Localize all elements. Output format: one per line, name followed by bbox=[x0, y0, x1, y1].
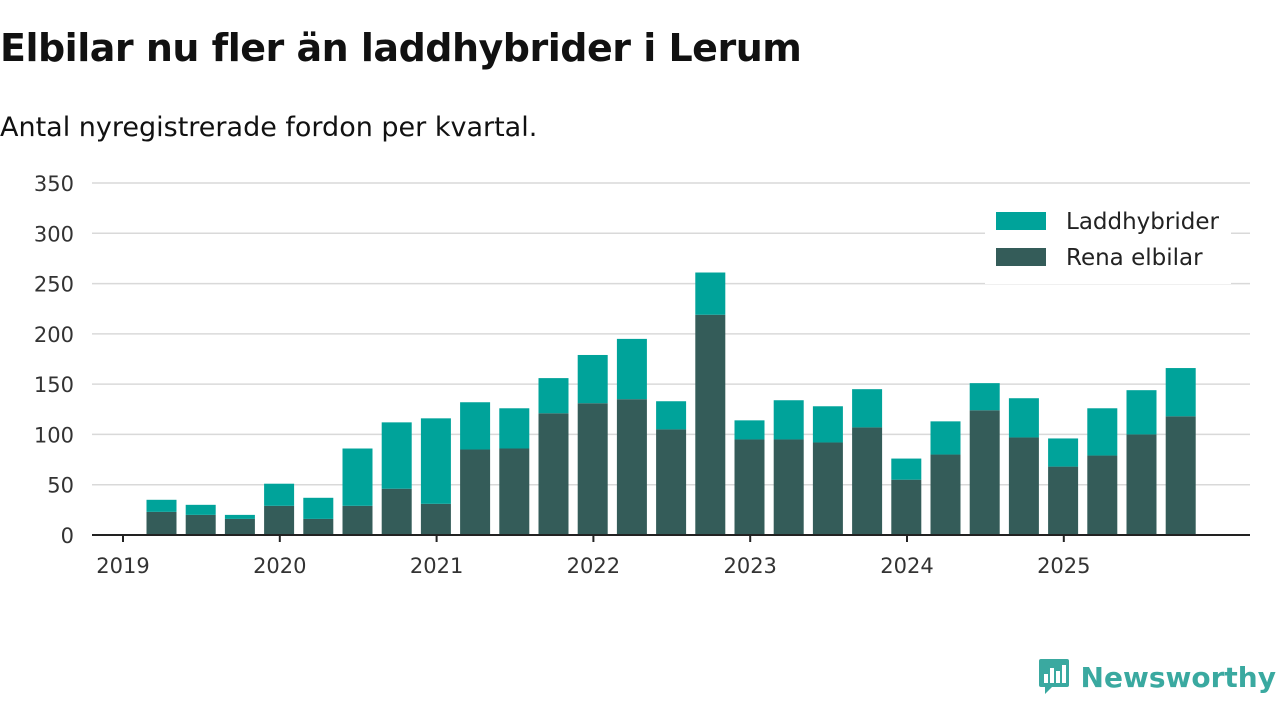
bar-rena-elbilar bbox=[852, 427, 883, 535]
x-tick-label: 2025 bbox=[1037, 554, 1090, 578]
bar-rena-elbilar bbox=[1048, 466, 1079, 535]
x-tick-label: 2022 bbox=[567, 554, 620, 578]
chart: 0 50 100 150 200 250 300 350 2019 2020 2021 2022 202… bbox=[34, 172, 1250, 578]
bar-laddhybrider bbox=[616, 338, 647, 400]
bar-rena-elbilar bbox=[695, 314, 726, 535]
bar-rena-elbilar bbox=[1087, 455, 1118, 535]
bar-laddhybrider bbox=[1048, 438, 1079, 467]
bar-laddhybrider bbox=[577, 354, 608, 404]
bar-laddhybrider bbox=[146, 499, 177, 512]
y-tick-label: 250 bbox=[34, 273, 74, 297]
bar-rena-elbilar bbox=[264, 505, 295, 535]
bar-laddhybrider bbox=[420, 418, 451, 504]
bar-rena-elbilar bbox=[891, 479, 922, 535]
y-tick-label: 0 bbox=[61, 524, 74, 548]
chart-title: Elbilar nu fler än laddhybrider i Lerum bbox=[0, 26, 802, 70]
bar-laddhybrider bbox=[1126, 390, 1157, 435]
bar-laddhybrider bbox=[812, 406, 843, 443]
chart-subtitle: Antal nyregistrerade fordon per kvartal. bbox=[0, 112, 538, 143]
bar-rena-elbilar bbox=[773, 439, 804, 535]
x-tick-label: 2020 bbox=[253, 554, 306, 578]
legend-swatch bbox=[996, 212, 1046, 230]
bar-rena-elbilar bbox=[656, 429, 687, 535]
bar-rena-elbilar bbox=[1126, 434, 1157, 535]
bar-laddhybrider bbox=[185, 504, 216, 515]
bar-rena-elbilar bbox=[224, 518, 255, 535]
bar-rena-elbilar bbox=[420, 503, 451, 535]
y-tick-label: 350 bbox=[34, 172, 74, 196]
x-tick-label: 2023 bbox=[723, 554, 776, 578]
bar-rena-elbilar bbox=[538, 413, 569, 535]
bar-rena-elbilar bbox=[930, 454, 961, 535]
bar-rena-elbilar bbox=[969, 410, 1000, 535]
bar-laddhybrider bbox=[891, 458, 922, 480]
bar-rena-elbilar bbox=[1008, 437, 1039, 535]
bar-laddhybrider bbox=[224, 514, 255, 519]
bar-rena-elbilar bbox=[577, 403, 608, 535]
bar-rena-elbilar bbox=[460, 449, 491, 535]
newsworthy-brand: Newsworthy bbox=[1037, 658, 1276, 696]
bar-laddhybrider bbox=[930, 421, 961, 455]
bar-rena-elbilar bbox=[303, 518, 334, 535]
bar-rena-elbilar bbox=[812, 442, 843, 535]
bar-laddhybrider bbox=[264, 483, 295, 506]
bar-laddhybrider bbox=[460, 402, 491, 450]
bar-rena-elbilar bbox=[1165, 416, 1196, 535]
y-tick-label: 150 bbox=[34, 373, 74, 397]
bar-laddhybrider bbox=[656, 401, 687, 430]
bar-rena-elbilar bbox=[185, 514, 216, 535]
bar-rena-elbilar bbox=[499, 448, 530, 535]
y-tick-label: 100 bbox=[34, 423, 74, 447]
bar-laddhybrider bbox=[695, 272, 726, 315]
x-tick-label: 2019 bbox=[96, 554, 149, 578]
bar-laddhybrider bbox=[1087, 408, 1118, 456]
legend-label: Laddhybrider bbox=[1066, 209, 1219, 235]
y-tick-label: 200 bbox=[34, 323, 74, 347]
legend-swatch bbox=[996, 248, 1046, 266]
bar-laddhybrider bbox=[499, 408, 530, 449]
bar-laddhybrider bbox=[381, 422, 412, 489]
y-tick-label: 300 bbox=[34, 222, 74, 246]
bar-rena-elbilar bbox=[146, 511, 177, 535]
bar-laddhybrider bbox=[969, 383, 1000, 411]
bar-rena-elbilar bbox=[381, 488, 412, 535]
bar-rena-elbilar bbox=[616, 399, 647, 535]
brand-name: Newsworthy bbox=[1080, 660, 1276, 694]
bar-laddhybrider bbox=[734, 420, 765, 440]
bar-rena-elbilar bbox=[734, 439, 765, 535]
bar-laddhybrider bbox=[773, 400, 804, 440]
bar-rena-elbilar bbox=[342, 505, 373, 535]
newsworthy-logo-icon bbox=[1038, 659, 1069, 694]
bar-laddhybrider bbox=[1008, 398, 1039, 438]
bar-laddhybrider bbox=[303, 497, 334, 519]
bar-laddhybrider bbox=[342, 448, 373, 506]
y-tick-label: 50 bbox=[47, 474, 74, 498]
bar-laddhybrider bbox=[1165, 368, 1196, 417]
bar-laddhybrider bbox=[538, 378, 569, 414]
bar-laddhybrider bbox=[852, 389, 883, 428]
legend-label: Rena elbilar bbox=[1066, 245, 1203, 271]
x-tick-label: 2021 bbox=[410, 554, 463, 578]
x-tick-label: 2024 bbox=[880, 554, 933, 578]
